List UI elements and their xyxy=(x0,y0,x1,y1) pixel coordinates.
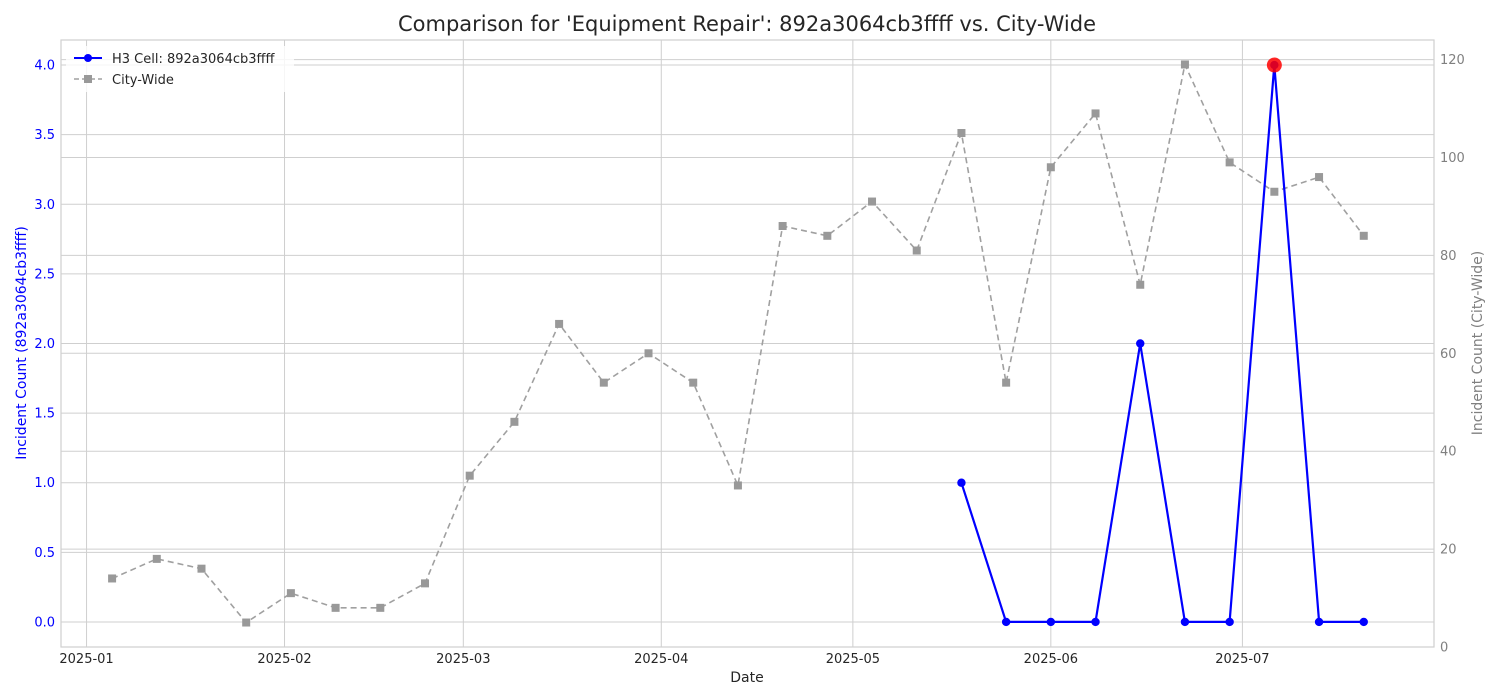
citywide-point xyxy=(1002,378,1011,387)
y-left-tick-label: 3.0 xyxy=(34,198,55,213)
y-axis-right-label: Incident Count (City-Wide) xyxy=(1470,251,1486,435)
right-axis-ticks: 0 20 40 60 80 100 120 xyxy=(1440,53,1465,655)
y-right-tick-label: 40 xyxy=(1440,445,1457,460)
highlight-layer xyxy=(1266,57,1282,73)
citywide-point xyxy=(510,417,519,426)
citywide-point xyxy=(778,222,787,231)
citywide-point xyxy=(1046,163,1055,172)
citywide-point xyxy=(644,349,653,358)
x-axis-ticks: 2025-01 2025-02 2025-03 2025-04 2025-05 2025-… xyxy=(59,652,1269,667)
h3-cell-point xyxy=(1180,617,1190,627)
series-layer xyxy=(108,60,1368,627)
citywide-point xyxy=(1091,109,1100,118)
y-left-tick-label: 2.0 xyxy=(34,337,55,352)
citywide-point xyxy=(152,554,161,563)
citywide-point xyxy=(1359,231,1368,240)
citywide-point xyxy=(108,574,117,583)
citywide-point xyxy=(689,378,698,387)
citywide-line xyxy=(111,63,1365,624)
h3-cell-point xyxy=(1225,617,1234,627)
y-right-tick-label: 60 xyxy=(1440,347,1457,362)
legend-box xyxy=(66,46,294,92)
citywide-point xyxy=(376,603,385,612)
citywide-point xyxy=(331,603,340,612)
y-left-tick-label: 1.0 xyxy=(34,476,55,491)
y-right-tick-label: 120 xyxy=(1440,53,1465,68)
x-tick-label: 2025-02 xyxy=(257,652,311,667)
x-tick-label: 2025-07 xyxy=(1215,652,1269,667)
citywide-point xyxy=(868,197,877,206)
x-axis-label: Date xyxy=(730,670,763,686)
y-left-tick-label: 4.0 xyxy=(34,59,55,74)
legend-marker-h3 xyxy=(84,54,92,62)
h3-cell-point xyxy=(1046,617,1056,627)
left-axis-ticks: 0.0 0.5 1.0 1.5 2.0 2.5 3.0 3.5 4.0 xyxy=(34,59,55,631)
h3-cell-point xyxy=(1359,617,1368,627)
citywide-point xyxy=(1225,158,1234,167)
citywide-point xyxy=(733,481,742,490)
x-tick-label: 2025-05 xyxy=(826,652,880,667)
y-right-tick-label: 20 xyxy=(1440,543,1457,558)
x-tick-label: 2025-01 xyxy=(59,652,113,667)
citywide-point xyxy=(197,564,206,573)
y-right-tick-label: 0 xyxy=(1440,641,1448,656)
y-left-tick-label: 0.0 xyxy=(34,615,55,630)
legend-label-h3: H3 Cell: 892a3064cb3ffff xyxy=(112,52,275,67)
h3-cell-point xyxy=(1001,617,1011,627)
y-axis-left-label: Incident Count (892a3064cb3ffff) xyxy=(14,226,30,460)
h3-cell-point xyxy=(957,478,966,487)
x-tick-label: 2025-03 xyxy=(436,652,490,667)
chart-title: Comparison for 'Equipment Repair': 892a3… xyxy=(398,12,1096,36)
citywide-point xyxy=(421,579,430,588)
citywide-point xyxy=(1315,173,1324,182)
citywide-point xyxy=(1270,187,1279,196)
y-left-tick-label: 1.5 xyxy=(34,407,55,422)
h3-cell-point xyxy=(1091,617,1100,627)
h3-cell-point xyxy=(1314,617,1324,627)
legend-label-citywide: City-Wide xyxy=(112,73,174,88)
citywide-point xyxy=(242,618,251,627)
citywide-point xyxy=(912,246,921,255)
plot-frame xyxy=(60,39,1435,648)
legend: H3 Cell: 892a3064cb3ffff City-Wide xyxy=(66,46,294,92)
y-left-tick-label: 0.5 xyxy=(34,546,55,561)
y-left-tick-label: 2.5 xyxy=(34,267,55,282)
x-tick-label: 2025-06 xyxy=(1024,652,1078,667)
citywide-point xyxy=(823,231,832,240)
citywide-point xyxy=(1136,280,1145,289)
h3-cell-line xyxy=(960,63,1364,624)
h3-cell-point xyxy=(1136,339,1145,348)
citywide-point xyxy=(555,319,564,328)
legend-marker-citywide xyxy=(84,75,92,83)
y-left-tick-label: 3.5 xyxy=(34,128,55,143)
citywide-point xyxy=(465,471,474,480)
y-right-tick-label: 100 xyxy=(1440,151,1465,166)
grid xyxy=(61,40,1434,648)
highlight-marker xyxy=(1266,57,1282,73)
citywide-point xyxy=(957,129,966,138)
x-tick-label: 2025-04 xyxy=(634,652,688,667)
y-right-tick-label: 80 xyxy=(1440,249,1457,264)
citywide-point xyxy=(599,378,608,387)
citywide-point xyxy=(286,589,295,598)
citywide-point xyxy=(1180,60,1189,69)
